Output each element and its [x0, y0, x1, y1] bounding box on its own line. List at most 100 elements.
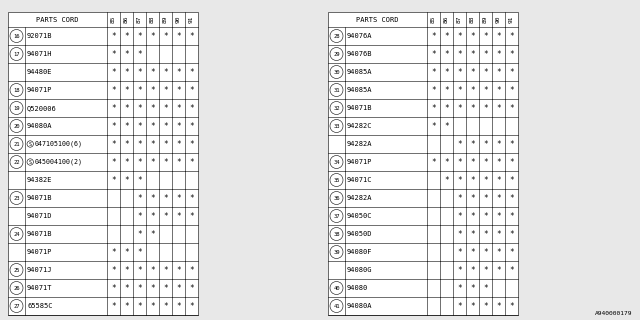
Text: *: *: [457, 301, 462, 310]
Text: *: *: [111, 157, 116, 166]
Text: 94071B: 94071B: [27, 195, 52, 201]
Text: *: *: [470, 284, 475, 292]
Text: 94071B: 94071B: [27, 231, 52, 237]
Text: 19: 19: [13, 106, 20, 110]
Text: *: *: [431, 68, 436, 76]
Text: *: *: [509, 301, 514, 310]
Text: *: *: [496, 50, 501, 59]
Text: *: *: [457, 266, 462, 275]
Text: 17: 17: [13, 52, 20, 57]
Text: *: *: [496, 85, 501, 94]
Text: *: *: [483, 175, 488, 185]
Text: 88: 88: [150, 16, 155, 23]
Text: *: *: [137, 247, 142, 257]
Text: 26: 26: [13, 285, 20, 291]
Text: 89: 89: [483, 16, 488, 23]
Text: *: *: [137, 301, 142, 310]
Text: *: *: [444, 157, 449, 166]
Text: *: *: [111, 284, 116, 292]
Text: *: *: [457, 50, 462, 59]
Text: *: *: [111, 247, 116, 257]
Text: *: *: [470, 103, 475, 113]
Text: *: *: [483, 85, 488, 94]
Text: PARTS CORD: PARTS CORD: [36, 17, 79, 22]
Text: *: *: [496, 229, 501, 238]
Text: *: *: [470, 140, 475, 148]
Text: *: *: [496, 194, 501, 203]
Text: *: *: [483, 194, 488, 203]
Text: *: *: [496, 31, 501, 41]
Text: *: *: [483, 301, 488, 310]
Text: *: *: [137, 68, 142, 76]
Text: *: *: [470, 194, 475, 203]
Text: *: *: [509, 247, 514, 257]
Text: *: *: [189, 68, 194, 76]
Text: *: *: [150, 103, 155, 113]
Text: *: *: [470, 85, 475, 94]
Text: 045004100(2): 045004100(2): [35, 159, 83, 165]
Text: *: *: [111, 85, 116, 94]
Text: *: *: [150, 157, 155, 166]
Text: 34: 34: [333, 159, 340, 164]
Text: 24: 24: [13, 231, 20, 236]
Text: *: *: [137, 50, 142, 59]
Text: *: *: [470, 68, 475, 76]
Text: 94071C: 94071C: [347, 177, 372, 183]
Text: *: *: [444, 50, 449, 59]
Text: *: *: [163, 68, 168, 76]
Text: 94071D: 94071D: [27, 213, 52, 219]
Text: *: *: [124, 247, 129, 257]
Text: *: *: [124, 85, 129, 94]
Text: *: *: [150, 85, 155, 94]
Text: *: *: [176, 212, 181, 220]
Text: *: *: [470, 212, 475, 220]
Text: 94282A: 94282A: [347, 141, 372, 147]
Text: 22: 22: [13, 159, 20, 164]
Text: 86: 86: [124, 16, 129, 23]
Text: 85: 85: [431, 16, 436, 23]
Text: *: *: [496, 301, 501, 310]
Text: *: *: [444, 85, 449, 94]
Text: *: *: [509, 194, 514, 203]
Text: S: S: [29, 159, 31, 164]
Text: *: *: [124, 301, 129, 310]
Text: *: *: [496, 140, 501, 148]
Text: PARTS CORD: PARTS CORD: [356, 17, 399, 22]
Text: 94071P: 94071P: [27, 249, 52, 255]
Text: *: *: [457, 103, 462, 113]
Text: 94080F: 94080F: [347, 249, 372, 255]
Text: *: *: [496, 157, 501, 166]
Bar: [328, 12, 518, 315]
Text: *: *: [137, 284, 142, 292]
Text: 30: 30: [333, 69, 340, 75]
Text: *: *: [137, 266, 142, 275]
Text: 25: 25: [13, 268, 20, 273]
Text: *: *: [150, 266, 155, 275]
Text: 86: 86: [444, 16, 449, 23]
Text: 18: 18: [13, 87, 20, 92]
Text: *: *: [509, 157, 514, 166]
Text: 39: 39: [333, 250, 340, 254]
Text: *: *: [431, 122, 436, 131]
Text: *: *: [470, 175, 475, 185]
Text: *: *: [189, 212, 194, 220]
Text: *: *: [483, 103, 488, 113]
Text: *: *: [189, 122, 194, 131]
Text: *: *: [483, 50, 488, 59]
Text: *: *: [163, 266, 168, 275]
Text: *: *: [150, 31, 155, 41]
Text: *: *: [444, 68, 449, 76]
Text: *: *: [457, 175, 462, 185]
Text: 31: 31: [333, 87, 340, 92]
Text: *: *: [509, 229, 514, 238]
Text: *: *: [111, 68, 116, 76]
Text: *: *: [176, 266, 181, 275]
Text: 94071P: 94071P: [347, 159, 372, 165]
Text: *: *: [137, 140, 142, 148]
Text: *: *: [509, 68, 514, 76]
Text: 94085A: 94085A: [347, 87, 372, 93]
Text: 40: 40: [333, 285, 340, 291]
Text: *: *: [431, 85, 436, 94]
Text: *: *: [189, 284, 194, 292]
Text: 32: 32: [333, 106, 340, 110]
